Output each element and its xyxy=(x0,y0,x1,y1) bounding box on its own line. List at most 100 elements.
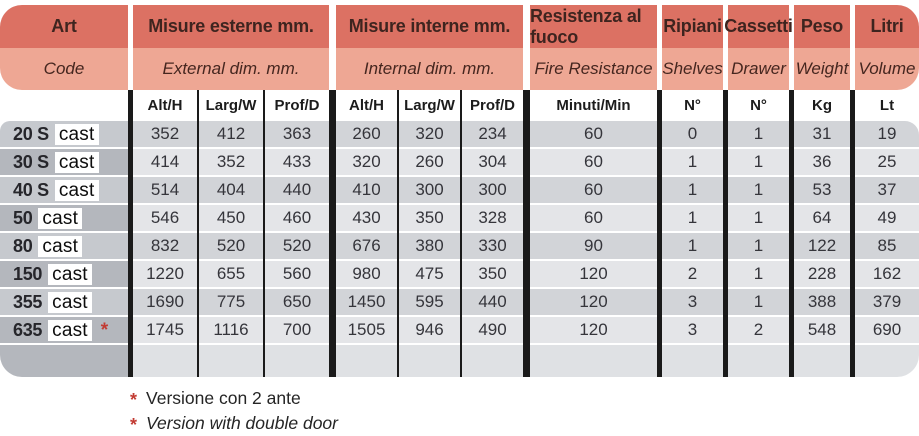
table-cell: 1 xyxy=(662,149,723,177)
table-cell: 690 xyxy=(855,317,919,345)
table-cell: 53 xyxy=(794,177,850,205)
col-subheader-shelves: Shelves xyxy=(662,48,723,90)
table-cell: 31 xyxy=(794,121,850,149)
model-code: 80 xyxy=(13,235,33,256)
col-header-weight: Peso xyxy=(794,5,850,48)
table-cell: 304 xyxy=(462,149,523,177)
col-header-external-dims: Misure esterne mm. xyxy=(133,5,329,48)
table-cell: 1116 xyxy=(199,317,263,345)
table-cell: 475 xyxy=(399,261,460,289)
unit-header-ext-height: Alt/H xyxy=(133,90,197,121)
row-label: 150 cast xyxy=(0,261,128,289)
table-cell: 2 xyxy=(728,317,789,345)
col-subheader-fire-resistance: Fire Resistance xyxy=(530,48,657,90)
col-header-shelves: Ripiani xyxy=(662,5,723,48)
cast-brand-badge: cast xyxy=(54,179,99,201)
table-cell: 1 xyxy=(662,177,723,205)
col-subheader-volume: Volume xyxy=(855,48,919,90)
table-cell: 60 xyxy=(530,205,657,233)
empty-cell xyxy=(662,345,723,377)
table-cell: 162 xyxy=(855,261,919,289)
table-cell: 49 xyxy=(855,205,919,233)
table-cell: 260 xyxy=(336,121,397,149)
table-cell: 520 xyxy=(265,233,329,261)
table-cell: 352 xyxy=(133,121,197,149)
table-cell: 655 xyxy=(199,261,263,289)
column-divider xyxy=(460,90,462,377)
table-cell: 676 xyxy=(336,233,397,261)
asterisk-mark: * xyxy=(130,390,138,410)
table-cell: 37 xyxy=(855,177,919,205)
table-cell: 36 xyxy=(794,149,850,177)
table-cell: 520 xyxy=(199,233,263,261)
table-cell: 595 xyxy=(399,289,460,317)
table-cell: 350 xyxy=(462,261,523,289)
model-code: 30 S xyxy=(13,151,49,172)
table-cell: 412 xyxy=(199,121,263,149)
cast-brand-badge: cast xyxy=(54,123,99,145)
column-divider xyxy=(197,90,199,377)
empty-cell xyxy=(728,345,789,377)
cast-brand-badge: cast xyxy=(48,291,92,313)
table-cell: 122 xyxy=(794,233,850,261)
table-cell: 946 xyxy=(399,317,460,345)
table-cell: 330 xyxy=(462,233,523,261)
table-cell: 85 xyxy=(855,233,919,261)
table-cell: 60 xyxy=(530,177,657,205)
table-cell: 90 xyxy=(530,233,657,261)
empty-cell xyxy=(794,345,850,377)
unit-header-shelves-n: N° xyxy=(662,90,723,121)
table-cell: 300 xyxy=(399,177,460,205)
empty-cell xyxy=(855,345,919,377)
model-code: 50 xyxy=(13,207,33,228)
table-cell: 1690 xyxy=(133,289,197,317)
table-cell: 514 xyxy=(133,177,197,205)
table-cell: 2 xyxy=(662,261,723,289)
table-cell: 440 xyxy=(462,289,523,317)
col-subheader-weight: Weight xyxy=(794,48,850,90)
row-label: 80 cast xyxy=(0,233,128,261)
unit-header-kg: Kg xyxy=(794,90,850,121)
empty-cell xyxy=(133,345,197,377)
unit-header-ext-width: Larg/W xyxy=(199,90,263,121)
unit-header-ext-depth: Prof/D xyxy=(265,90,329,121)
col-header-fire-resistance: Resistenza al fuoco xyxy=(530,5,657,48)
model-code: 150 xyxy=(13,263,43,284)
table-cell: 832 xyxy=(133,233,197,261)
unit-header-drawer-n: N° xyxy=(728,90,789,121)
unit-header-int-height: Alt/H xyxy=(336,90,397,121)
table-cell: 560 xyxy=(265,261,329,289)
empty-cell xyxy=(530,345,657,377)
table-cell: 352 xyxy=(199,149,263,177)
table-cell: 1 xyxy=(728,177,789,205)
column-divider xyxy=(789,90,794,377)
table-cell: 700 xyxy=(265,317,329,345)
table-cell: 1 xyxy=(728,121,789,149)
footnotes: * Versione con 2 ante * Version with doubl… xyxy=(130,386,919,436)
table-cell: 260 xyxy=(399,149,460,177)
table-cell: 363 xyxy=(265,121,329,149)
table-cell: 430 xyxy=(336,205,397,233)
table-cell: 120 xyxy=(530,317,657,345)
model-code: 20 S xyxy=(13,123,49,144)
table-cell: 1220 xyxy=(133,261,197,289)
table-cell: 234 xyxy=(462,121,523,149)
col-subheader-drawer: Drawer xyxy=(728,48,789,90)
column-divider xyxy=(723,90,728,377)
table-cell: 1 xyxy=(728,289,789,317)
table-cell: 1450 xyxy=(336,289,397,317)
cast-brand-badge: cast xyxy=(54,151,99,173)
table-cell: 388 xyxy=(794,289,850,317)
unit-header-int-width: Larg/W xyxy=(399,90,460,121)
table-cell: 650 xyxy=(265,289,329,317)
table-cell: 1 xyxy=(728,261,789,289)
footnote-english: * Version with double door xyxy=(130,411,919,436)
row-label: 635 cast * xyxy=(0,317,128,345)
table-cell: 0 xyxy=(662,121,723,149)
table-cell: 548 xyxy=(794,317,850,345)
column-divider xyxy=(523,90,530,377)
